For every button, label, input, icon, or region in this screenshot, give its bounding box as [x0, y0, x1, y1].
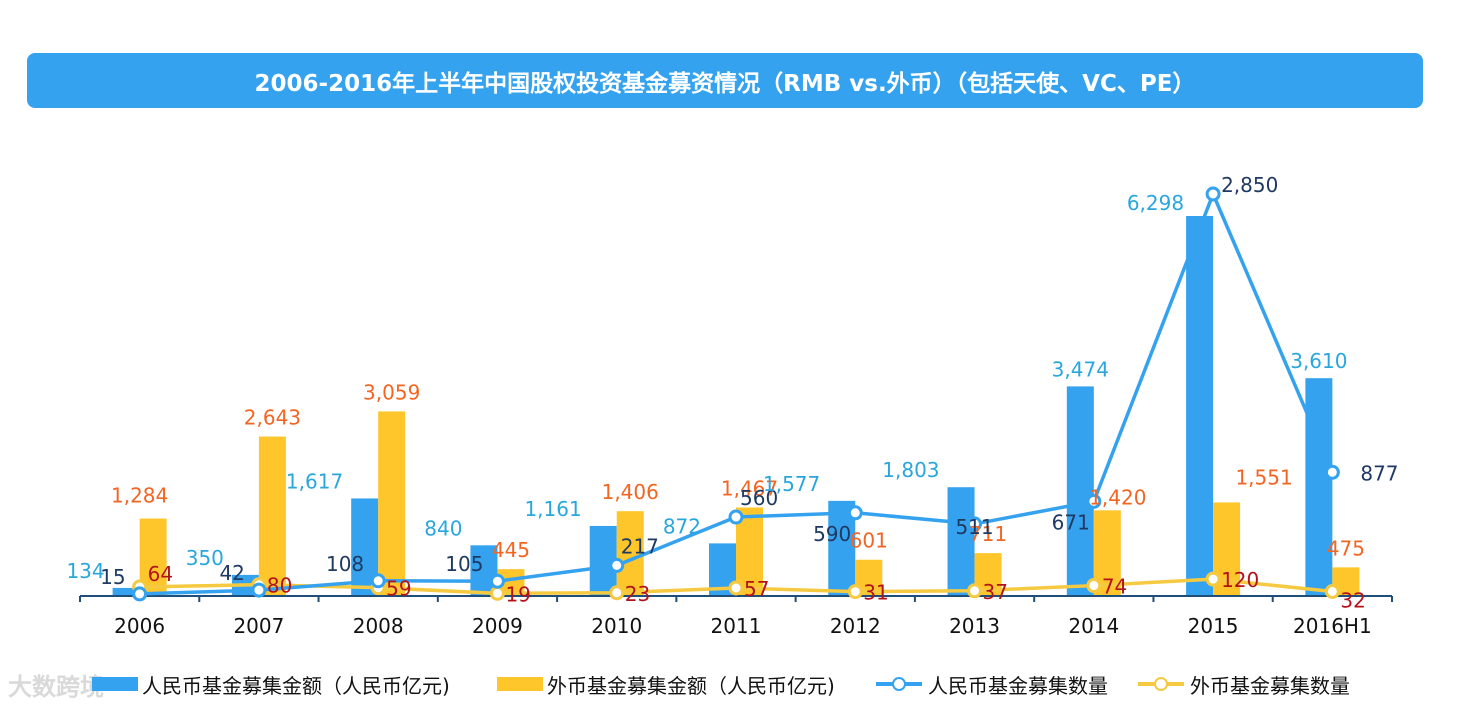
legend-item-fx-amount[interactable]: 外币基金募集金额（人民币亿元) [497, 664, 835, 704]
x-tick-label: 2006 [114, 614, 165, 638]
data-label-rmb-count: 560 [740, 486, 778, 510]
data-label-fx-amount: 475 [1327, 536, 1365, 560]
data-label-fx-amount: 1,284 [111, 484, 168, 508]
legend-item-rmb-count[interactable]: 人民币基金募集数量 [876, 664, 1108, 704]
data-label-rmb-count: 105 [445, 552, 483, 576]
point-rmb-count [728, 509, 744, 525]
data-label-fx-amount: 3,059 [363, 380, 420, 404]
data-label-fx-count: 57 [744, 577, 769, 601]
data-label-fx-count: 32 [1340, 588, 1365, 612]
data-label-rmb-count: 511 [955, 515, 993, 539]
chart-title: 2006-2016年上半年中国股权投资基金募资情况（RMB vs.外币）（包括天… [27, 53, 1423, 108]
point-fx-count [489, 585, 505, 601]
x-tick-label: 2008 [353, 614, 404, 638]
bar-fx-amount [616, 511, 644, 596]
legend-label-fx-amount: 外币基金募集金额（人民币亿元) [547, 673, 835, 698]
data-label-rmb-count: 42 [219, 561, 244, 585]
data-label-rmb-amount: 3,610 [1290, 349, 1347, 373]
bar-rmb-amount [947, 487, 975, 596]
point-fx-count [847, 584, 863, 600]
legend-item-rmb-amount[interactable]: 人民币基金募集金额（人民币亿元) [92, 664, 450, 704]
x-tick-label: 2016H1 [1293, 614, 1372, 638]
data-label-fx-count: 23 [625, 582, 650, 606]
point-rmb-count [132, 586, 148, 602]
point-fx-count [967, 583, 983, 599]
x-tick-label: 2010 [591, 614, 642, 638]
point-fx-count [1205, 571, 1221, 587]
bar-rmb-amount [112, 587, 140, 596]
bar-rmb-amount [1305, 378, 1333, 596]
bar-rmb-amount [1066, 386, 1094, 596]
data-label-rmb-amount: 872 [663, 514, 701, 538]
bar-fx-amount [378, 411, 406, 596]
x-tick-label: 2011 [711, 614, 762, 638]
legend-label-rmb-amount: 人民币基金募集金额（人民币亿元) [142, 673, 450, 698]
legend-swatch-fx-count [1138, 677, 1184, 691]
legend-label-fx-count: 外币基金募集数量 [1190, 673, 1350, 698]
data-label-fx-count: 31 [863, 581, 888, 605]
legend-swatch-rmb-count [876, 677, 922, 691]
data-label-fx-count: 37 [983, 580, 1008, 604]
data-label-fx-amount: 601 [850, 529, 888, 553]
data-label-fx-count: 59 [386, 577, 411, 601]
point-rmb-count [847, 505, 863, 521]
data-label-rmb-count: 217 [621, 534, 659, 558]
data-label-rmb-count: 108 [326, 552, 364, 576]
data-label-fx-amount: 445 [492, 538, 530, 562]
data-label-rmb-amount: 840 [424, 516, 462, 540]
data-label-rmb-amount: 134 [66, 559, 104, 583]
data-label-rmb-amount: 1,161 [524, 497, 581, 521]
data-label-fx-count: 80 [267, 574, 292, 598]
point-rmb-count [967, 516, 983, 532]
watermark: 大数跨境 [8, 672, 104, 701]
point-rmb-count [1205, 186, 1221, 202]
legend-item-fx-count[interactable]: 外币基金募集数量 [1138, 664, 1350, 704]
data-label-fx-count: 19 [505, 582, 530, 606]
legend-swatch-rmb-amount [92, 677, 138, 691]
point-fx-count [609, 585, 625, 601]
legend-swatch-fx-amount [497, 677, 543, 691]
data-label-fx-amount: 2,643 [244, 406, 301, 430]
data-label-fx-count: 120 [1221, 568, 1259, 592]
x-tick-label: 2014 [1068, 614, 1119, 638]
point-rmb-count [370, 573, 386, 589]
chart-area: 2006 2007 2008 2009 2010 2011 2012 2013 2014 2015… [66, 173, 1398, 638]
point-rmb-count [609, 557, 625, 573]
data-label-rmb-count: 590 [813, 522, 851, 546]
legend: 人民币基金募集金额（人民币亿元) 外币基金募集金额（人民币亿元) 人民币基金募集… [0, 664, 1473, 704]
data-label-fx-count: 64 [148, 562, 173, 586]
data-label-rmb-amount: 350 [186, 546, 224, 570]
point-rmb-count [1324, 464, 1340, 480]
data-label-fx-count: 74 [1102, 575, 1127, 599]
data-label-rmb-count: 877 [1360, 461, 1398, 485]
point-rmb-count [1086, 493, 1102, 509]
data-label-rmb-count: 15 [100, 565, 125, 589]
legend-label-rmb-count: 人民币基金募集数量 [928, 673, 1108, 698]
x-tick-label: 2007 [233, 614, 284, 638]
data-label-rmb-amount: 6,298 [1127, 191, 1184, 215]
data-label-fx-amount: 711 [969, 522, 1007, 546]
data-label-rmb-amount: 1,803 [882, 458, 939, 482]
data-label-rmb-amount: 1,577 [763, 472, 820, 496]
data-label-rmb-amount: 1,617 [286, 469, 343, 493]
data-label-rmb-count: 2,850 [1221, 173, 1278, 197]
bar-fx-amount [258, 436, 286, 596]
x-tick-label: 2013 [949, 614, 1000, 638]
point-rmb-count [251, 582, 267, 598]
data-label-fx-amount: 1,551 [1235, 465, 1292, 489]
point-rmb-count [489, 573, 505, 589]
x-tick-label: 2015 [1188, 614, 1239, 638]
data-label-fx-amount: 1,406 [602, 480, 659, 504]
data-label-rmb-amount: 3,474 [1052, 357, 1109, 381]
bar-rmb-amount [1186, 216, 1214, 596]
data-label-fx-amount: 1,467 [721, 476, 778, 500]
data-label-rmb-count: 671 [1052, 510, 1090, 534]
x-tick-label: 2009 [472, 614, 523, 638]
data-label-fx-amount: 1,420 [1089, 485, 1146, 509]
x-tick-label: 2012 [830, 614, 881, 638]
point-fx-count [728, 580, 744, 596]
point-fx-count [1086, 578, 1102, 594]
point-fx-count [1324, 583, 1340, 599]
